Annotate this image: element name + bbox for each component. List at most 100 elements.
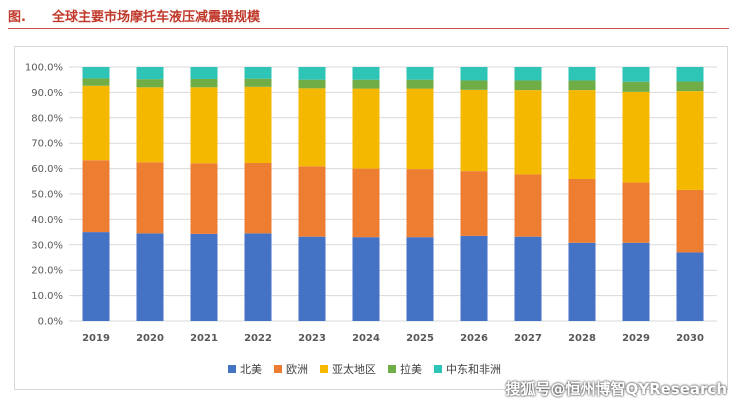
x-tick-label: 2027 bbox=[514, 333, 542, 344]
bar-segment bbox=[406, 88, 434, 170]
bar-segment bbox=[514, 90, 542, 175]
bar-segment bbox=[298, 236, 326, 321]
legend-item: 拉美 bbox=[388, 361, 422, 377]
bar-segment bbox=[622, 81, 650, 92]
y-tick-label: 90.0% bbox=[31, 88, 63, 99]
bar-segment bbox=[514, 174, 542, 237]
x-tick-label: 2025 bbox=[406, 333, 434, 344]
bar-segment bbox=[244, 86, 272, 164]
bar-segment bbox=[568, 90, 596, 180]
bar-segment bbox=[136, 233, 164, 321]
legend-label: 拉美 bbox=[400, 363, 422, 376]
bar-segment bbox=[622, 242, 650, 321]
bar-segment bbox=[676, 91, 704, 190]
legend-swatch bbox=[434, 365, 442, 373]
y-tick-label: 0.0% bbox=[38, 317, 63, 328]
y-tick-label: 60.0% bbox=[31, 164, 63, 175]
bar-segment bbox=[298, 88, 326, 167]
y-tick-label: 20.0% bbox=[31, 266, 63, 277]
figure-label: 图. bbox=[8, 9, 26, 25]
bar-segment bbox=[298, 67, 326, 80]
bar-segment bbox=[352, 168, 380, 238]
bar-segment bbox=[406, 67, 434, 80]
bar-segment bbox=[298, 166, 326, 237]
bar-segment bbox=[82, 85, 110, 161]
bar-segment bbox=[460, 89, 488, 172]
y-tick-label: 10.0% bbox=[31, 291, 63, 302]
x-tick-label: 2020 bbox=[136, 333, 164, 344]
bar-segment bbox=[82, 232, 110, 321]
stacked-bar-chart: 0.0% 10.0% 20.0% 30.0% 40.0% 50.0% 60.0% 70.0% 8… bbox=[25, 63, 717, 344]
bar-segment bbox=[352, 79, 380, 89]
header-divider bbox=[8, 28, 729, 29]
bar-segment bbox=[244, 67, 272, 79]
y-tick-label: 70.0% bbox=[31, 139, 63, 150]
bar-segment bbox=[190, 67, 218, 79]
bar-segment bbox=[676, 67, 704, 82]
bar-segment bbox=[514, 80, 542, 91]
legend-item: 北美 bbox=[228, 361, 262, 377]
bar-segment bbox=[298, 79, 326, 89]
bar-segment bbox=[622, 182, 650, 243]
bar-segment bbox=[190, 87, 218, 164]
legend-swatch bbox=[274, 365, 282, 373]
bar-segment bbox=[190, 233, 218, 321]
legend-item: 亚太地区 bbox=[320, 361, 376, 377]
bar-segment bbox=[514, 236, 542, 321]
legend-label: 亚太地区 bbox=[332, 363, 376, 376]
legend-swatch bbox=[320, 365, 328, 373]
bar-segment bbox=[244, 163, 272, 234]
legend-swatch bbox=[388, 365, 396, 373]
y-tick-label: 30.0% bbox=[31, 240, 63, 251]
x-tick-label: 2021 bbox=[190, 333, 218, 344]
bar-segment bbox=[460, 235, 488, 321]
bar-segment bbox=[244, 233, 272, 321]
bar-segment bbox=[676, 81, 704, 92]
bar-segment bbox=[406, 169, 434, 238]
legend-label: 中东和非洲 bbox=[446, 363, 501, 376]
x-tick-label: 2028 bbox=[568, 333, 596, 344]
chart-legend: 北美 欧洲 亚太地区 拉美 中东和非洲 bbox=[228, 361, 513, 377]
legend-item: 中东和非洲 bbox=[434, 361, 501, 377]
bar-segment bbox=[676, 252, 704, 321]
y-tick-label: 40.0% bbox=[31, 215, 63, 226]
legend-label: 北美 bbox=[240, 363, 262, 376]
bar-segment bbox=[622, 91, 650, 183]
bar-segment bbox=[568, 179, 596, 243]
x-tick-label: 2029 bbox=[622, 333, 650, 344]
bar-segment bbox=[136, 162, 164, 234]
x-tick-label: 2024 bbox=[352, 333, 380, 344]
watermark-text: 搜狐号@恒州博智QYResearch bbox=[505, 380, 727, 398]
legend-swatch bbox=[228, 365, 236, 373]
bar-segment bbox=[190, 78, 218, 88]
bar-segment bbox=[244, 78, 272, 87]
y-tick-label: 100.0% bbox=[25, 63, 63, 74]
bar-segment bbox=[136, 67, 164, 80]
bar-segment bbox=[568, 242, 596, 321]
bar-segment bbox=[82, 160, 110, 233]
bar-segment bbox=[352, 88, 380, 169]
x-tick-label: 2019 bbox=[82, 333, 110, 344]
bar-segment bbox=[82, 67, 110, 79]
bar-segment bbox=[190, 163, 218, 234]
chart-frame: 0.0% 10.0% 20.0% 30.0% 40.0% 50.0% 60.0% 70.0% 8… bbox=[14, 46, 728, 390]
y-tick-label: 80.0% bbox=[31, 113, 63, 124]
bar-segment bbox=[568, 80, 596, 91]
bar-segment bbox=[460, 67, 488, 81]
x-tick-label: 2030 bbox=[676, 333, 704, 344]
y-tick-label: 50.0% bbox=[31, 190, 63, 201]
figure-header: 图. 全球主要市场摩托车液压减震器规模 bbox=[8, 4, 260, 26]
bar-segment bbox=[406, 79, 434, 89]
bar-segment bbox=[460, 80, 488, 90]
bar-segment bbox=[352, 237, 380, 321]
bar-segment bbox=[82, 78, 110, 86]
bar-segment bbox=[406, 237, 434, 321]
bar-segment bbox=[568, 67, 596, 81]
bar-segment bbox=[676, 189, 704, 253]
legend-label: 欧洲 bbox=[286, 363, 308, 376]
bar-segment bbox=[622, 67, 650, 82]
legend-item: 欧洲 bbox=[274, 361, 308, 377]
figure-title: 全球主要市场摩托车液压减震器规模 bbox=[51, 9, 260, 25]
bar-segment bbox=[136, 87, 164, 163]
bar-segment bbox=[136, 79, 164, 88]
